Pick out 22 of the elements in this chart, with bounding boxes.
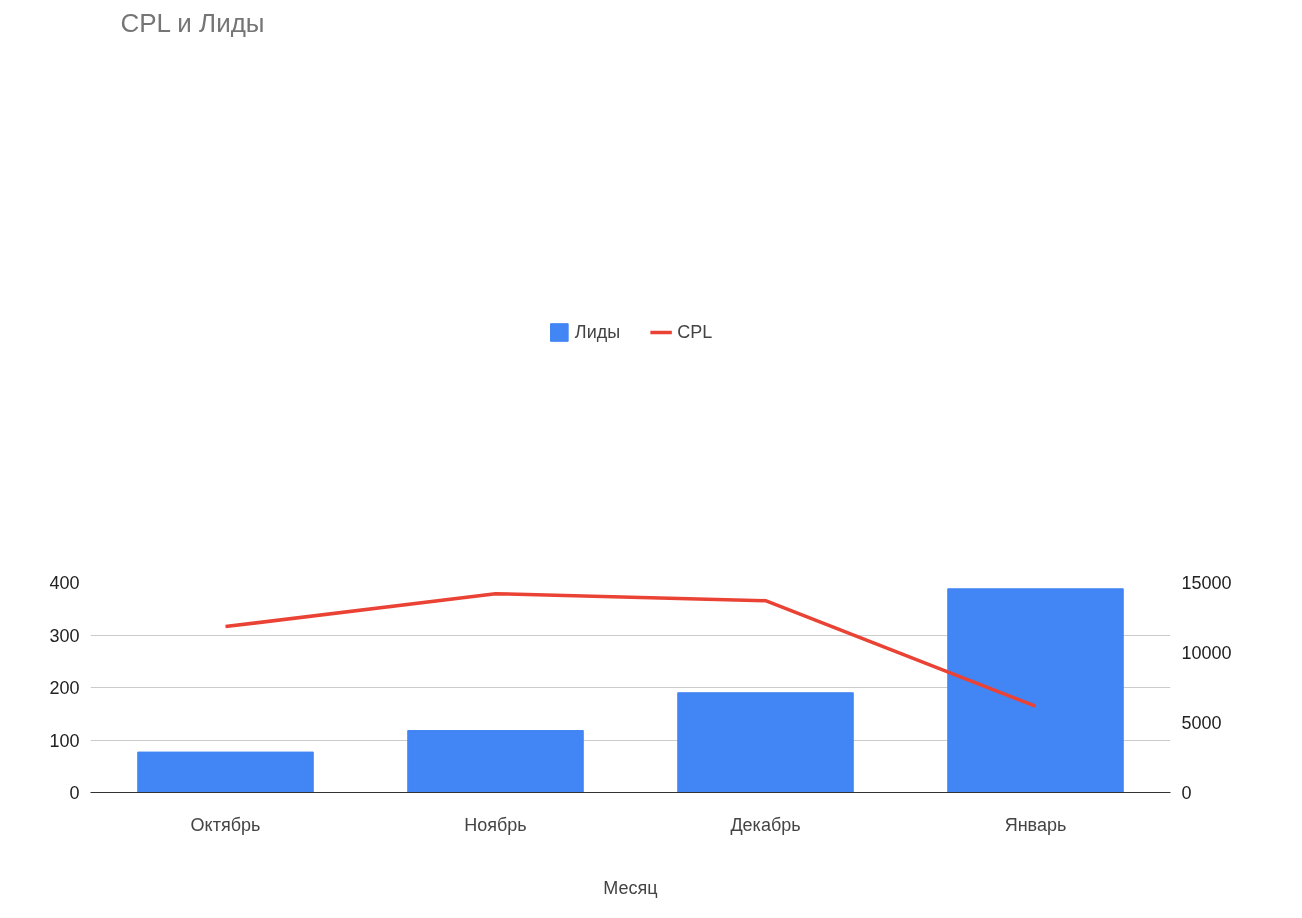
y2-tick-label: 0 bbox=[1181, 783, 1192, 803]
bar bbox=[137, 751, 314, 793]
y-tick-label: 200 bbox=[49, 678, 80, 698]
y2-tick-label: 10000 bbox=[1181, 643, 1232, 663]
y-tick-label: 0 bbox=[69, 783, 80, 803]
line-series bbox=[223, 591, 1038, 708]
legend-label: Лиды bbox=[574, 321, 621, 343]
x-tick-label: Октябрь bbox=[190, 814, 261, 835]
x-axis-title: Месяц bbox=[603, 877, 658, 898]
y2-tick-label: 15000 bbox=[1181, 573, 1232, 593]
x-tick-label: Декабрь bbox=[730, 814, 801, 835]
bar bbox=[677, 692, 854, 793]
y-tick-label: 300 bbox=[49, 625, 80, 646]
bar bbox=[947, 588, 1124, 793]
bar bbox=[407, 730, 584, 793]
y2-tick-label: 5000 bbox=[1181, 713, 1222, 733]
y-tick-label: 100 bbox=[49, 730, 80, 751]
chart-title: CPL и Лиды bbox=[120, 7, 265, 38]
y-tick-label: 400 bbox=[49, 573, 80, 593]
x-tick-label: Ноябрь bbox=[464, 814, 527, 835]
legend-label: CPL bbox=[677, 321, 713, 343]
x-tick-label: Январь bbox=[1004, 814, 1067, 835]
